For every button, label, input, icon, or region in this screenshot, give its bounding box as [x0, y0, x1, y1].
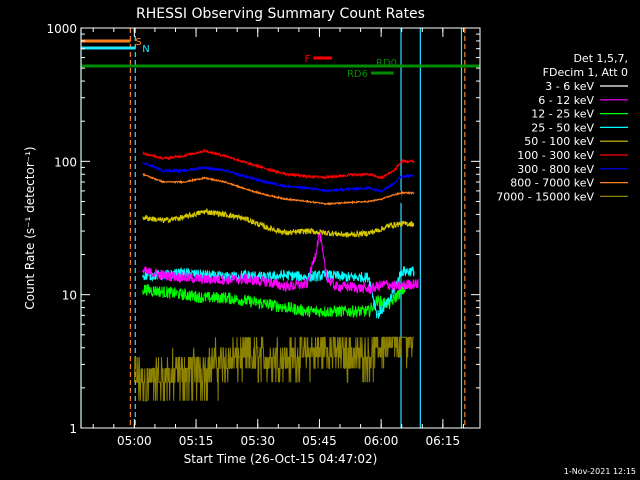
legend-label: 25 - 50 keV — [531, 121, 594, 134]
marker-label-rd6: RD6 — [347, 69, 368, 80]
series-line-8 — [134, 336, 414, 402]
x-tick-label: 06:15 — [426, 434, 461, 448]
footer-date: 1-Nov-2021 12:15 — [564, 467, 636, 476]
x-tick-label: 06:00 — [364, 434, 399, 448]
y-tick-label: 1 — [69, 422, 77, 436]
y-tick-label: 100 — [54, 155, 77, 169]
y-tick-label: 10 — [62, 289, 77, 303]
y-tick-label: 1000 — [46, 22, 77, 36]
chart-title: RHESSI Observing Summary Count Rates — [136, 6, 425, 22]
legend-label: 12 - 25 keV — [531, 108, 594, 121]
marker-label-s: S — [135, 37, 141, 48]
legend-label: 50 - 100 keV — [524, 135, 594, 148]
x-tick-label: 05:30 — [240, 434, 275, 448]
x-tick-label: 05:00 — [117, 434, 152, 448]
marker-label-n: N — [142, 44, 149, 55]
series-line-6 — [142, 161, 415, 194]
series-line-4 — [142, 207, 415, 239]
series-line-2 — [142, 279, 411, 319]
x-axis-label: Start Time (26-Oct-15 04:47:02) — [184, 452, 378, 466]
y-axis-label: Count Rate (s⁻¹ detector⁻¹) — [23, 146, 37, 309]
series-line-0 — [142, 190, 415, 240]
marker-label-rd0: RD0 — [376, 58, 397, 69]
legend-header-0: Det 1,5,7, — [573, 52, 628, 65]
legend-label: 7000 - 15000 keV — [496, 190, 594, 203]
legend-label: 100 - 300 keV — [517, 149, 594, 162]
legend-label: 800 - 7000 keV — [510, 177, 594, 190]
marker-label-f: F — [305, 54, 311, 65]
plot-frame — [80, 27, 481, 429]
legend-label: 6 - 12 keV — [538, 94, 594, 107]
series-line-5 — [142, 148, 415, 180]
series-line-1 — [142, 229, 419, 295]
x-tick-label: 05:15 — [179, 434, 214, 448]
legend-label: 300 - 800 keV — [517, 163, 594, 176]
series-line-7 — [142, 172, 415, 206]
legend-header-1: FDecim 1, Att 0 — [543, 66, 628, 79]
legend-label: 3 - 6 keV — [545, 80, 594, 93]
x-tick-label: 05:45 — [302, 434, 337, 448]
